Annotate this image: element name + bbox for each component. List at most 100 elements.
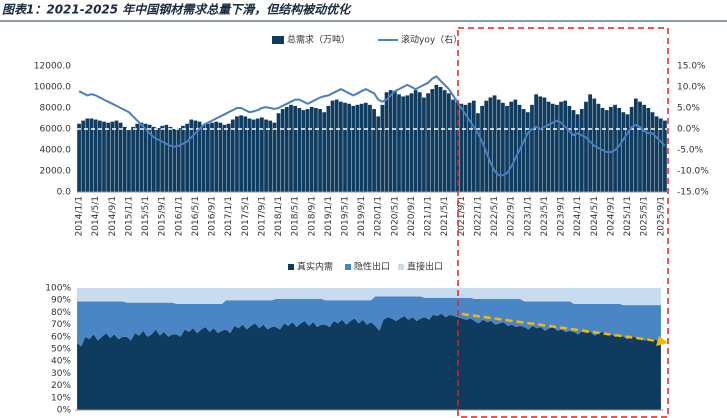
x-tick-label: 2025/9/1 [656,196,666,236]
x-tick-label: 2020/1/1 [374,196,384,236]
bar [330,100,335,192]
bar [646,108,651,192]
bar [401,96,406,192]
bar [484,100,489,192]
bar [118,122,123,192]
bar [206,123,210,192]
bar [476,113,480,192]
bar [384,92,389,192]
bar [77,123,81,192]
bar [122,126,127,192]
bar [106,122,111,192]
bar [613,104,617,192]
bar [193,120,198,192]
bar [658,118,663,192]
bar [488,97,493,192]
y-tick-label: 90% [51,296,71,306]
bar [463,104,468,192]
bar [143,123,148,192]
y-tick-label: 0% [57,406,72,416]
bar [222,124,227,192]
bar [413,90,418,192]
trend-arrowhead [656,336,668,346]
bar [189,119,194,192]
bar [368,104,372,192]
bar [156,127,160,192]
area [77,313,661,410]
area [77,296,661,347]
bar [509,101,514,192]
x-tick-label: 2020/9/1 [407,196,417,236]
bar [563,100,568,192]
x-tick-label: 2019/9/1 [357,196,367,236]
bar [218,122,223,192]
bar [97,120,102,192]
bar [318,109,322,192]
bar [305,109,310,192]
legend-swatch [398,264,404,270]
bar [480,105,484,192]
bar [567,105,572,192]
y-tick-label: 12000.0 [34,62,71,72]
bar [650,112,655,192]
y2-tick-label: -10.0% [677,167,709,177]
bar [417,92,422,192]
x-tick-label: 2019/1/1 [324,196,334,236]
bar [214,121,219,192]
highlight-box [457,27,669,418]
x-tick-label: 2018/5/1 [291,196,301,236]
x-tick-label: 2014/9/1 [108,196,118,236]
bar [268,120,273,192]
bar [442,90,447,192]
x-tick-label: 2017/1/1 [224,196,234,236]
bar [293,105,298,192]
bar [276,113,281,192]
bar [430,89,435,192]
y-tick-label: 6000.0 [40,125,72,135]
bar [114,120,119,192]
y-tick-label: 20% [51,381,71,391]
bar [326,105,331,192]
bar [164,124,169,192]
bar [654,116,659,192]
x-tick-label: 2018/1/1 [274,196,284,236]
bar [131,126,135,192]
bar [181,125,185,192]
bar [388,90,393,192]
bar [314,108,318,192]
x-tick-label: 2017/9/1 [257,196,267,236]
bar [467,102,472,192]
y-tick-label: 10% [51,393,71,403]
bar [550,103,555,192]
bar [505,105,509,192]
bar [642,104,647,192]
y-tick-label: 2000.0 [40,167,72,177]
bar [230,119,235,192]
x-tick-label: 2016/1/1 [174,196,184,236]
x-tick-label: 2024/5/1 [590,196,600,236]
bar [513,99,518,192]
legend-swatch [288,264,294,270]
bar [405,95,410,192]
x-tick-label: 2017/5/1 [241,196,251,236]
x-tick-label: 2016/9/1 [208,196,218,236]
bar [625,114,630,192]
bar [609,106,613,192]
bar [251,119,256,192]
x-tick-label: 2015/5/1 [141,196,151,236]
y-tick-label: 60% [51,332,71,342]
bar [376,116,381,192]
bar [139,122,144,192]
bar [102,121,106,192]
bar [135,123,140,192]
y2-tick-label: 10.0% [677,83,706,93]
bar [521,109,526,192]
y-tick-label: 10000.0 [34,83,71,93]
x-tick-label: 2016/5/1 [191,196,201,236]
bar [621,112,626,192]
bar [663,120,667,192]
bar [397,94,401,192]
bar [588,94,593,192]
bar [359,103,364,192]
